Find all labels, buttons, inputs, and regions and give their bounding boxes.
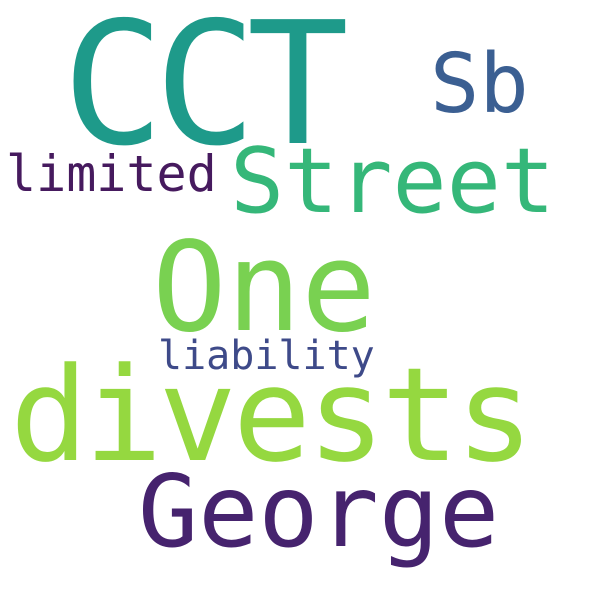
word-limited: limited <box>6 145 217 203</box>
word-divests: divests <box>10 339 534 491</box>
word-one: One <box>152 216 376 360</box>
word-george: George <box>138 453 500 570</box>
word-cct: CCT <box>62 0 349 184</box>
word-sb: Sb <box>430 37 529 132</box>
word-liability: liability <box>158 333 375 379</box>
word-street: Street <box>230 129 556 234</box>
